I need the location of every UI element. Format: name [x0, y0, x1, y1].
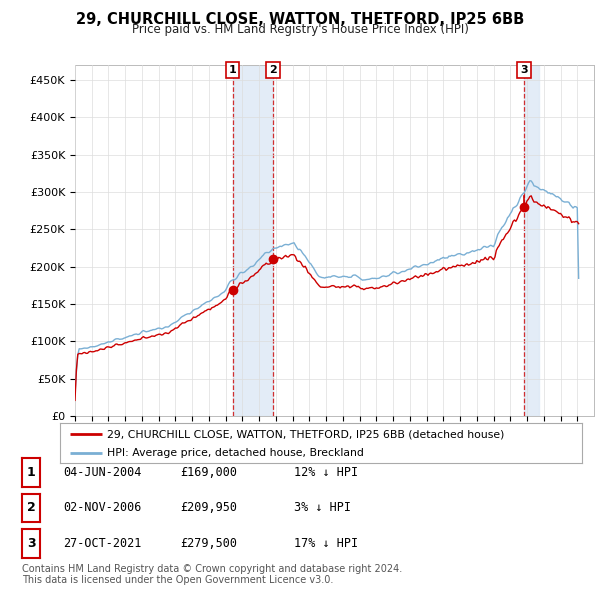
Text: 27-OCT-2021: 27-OCT-2021	[63, 537, 142, 550]
Text: 1: 1	[27, 466, 35, 479]
Text: 12% ↓ HPI: 12% ↓ HPI	[294, 466, 358, 479]
Text: 3: 3	[27, 537, 35, 550]
Bar	[233, 65, 273, 416]
Bar	[524, 65, 539, 416]
Text: 29, CHURCHILL CLOSE, WATTON, THETFORD, IP25 6BB (detached house): 29, CHURCHILL CLOSE, WATTON, THETFORD, I…	[107, 430, 505, 440]
Text: 29, CHURCHILL CLOSE, WATTON, THETFORD, IP25 6BB: 29, CHURCHILL CLOSE, WATTON, THETFORD, I…	[76, 12, 524, 27]
Text: 3: 3	[520, 65, 528, 75]
Text: £209,950: £209,950	[180, 502, 237, 514]
Text: HPI: Average price, detached house, Breckland: HPI: Average price, detached house, Brec…	[107, 448, 364, 458]
Text: 2: 2	[269, 65, 277, 75]
Text: Contains HM Land Registry data © Crown copyright and database right 2024.
This d: Contains HM Land Registry data © Crown c…	[22, 563, 403, 585]
Text: 1: 1	[229, 65, 236, 75]
Text: 2: 2	[27, 502, 35, 514]
Text: Price paid vs. HM Land Registry's House Price Index (HPI): Price paid vs. HM Land Registry's House …	[131, 23, 469, 36]
Text: 04-JUN-2004: 04-JUN-2004	[63, 466, 142, 479]
Text: 02-NOV-2006: 02-NOV-2006	[63, 502, 142, 514]
Text: £279,500: £279,500	[180, 537, 237, 550]
Text: 17% ↓ HPI: 17% ↓ HPI	[294, 537, 358, 550]
Text: 3% ↓ HPI: 3% ↓ HPI	[294, 502, 351, 514]
Text: £169,000: £169,000	[180, 466, 237, 479]
